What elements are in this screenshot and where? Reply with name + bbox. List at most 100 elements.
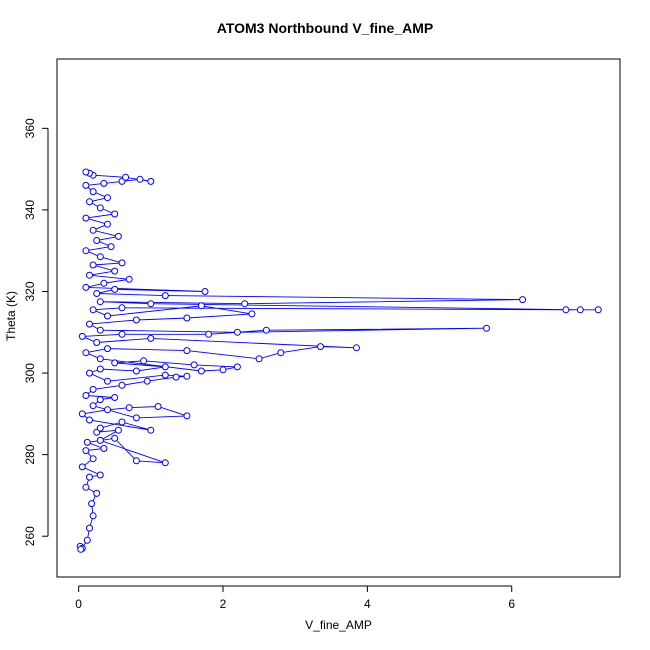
data-point [96, 204, 104, 212]
data-point [82, 349, 90, 357]
data-point [111, 210, 119, 218]
data-point [83, 536, 91, 544]
data-point [118, 418, 126, 426]
data-point [89, 402, 97, 410]
data-point [125, 275, 133, 283]
data-point [111, 434, 119, 442]
data-point [93, 489, 101, 497]
data-point [594, 306, 602, 314]
data-point [147, 300, 155, 308]
data-point [96, 471, 104, 479]
data-point [233, 328, 241, 336]
data-point [233, 363, 241, 371]
data-point [88, 500, 96, 508]
data-point [77, 545, 85, 553]
data-point [86, 416, 93, 424]
data-point [82, 283, 90, 291]
data-point [89, 385, 97, 393]
data-point [104, 220, 111, 228]
x-tick-label: 4 [364, 597, 371, 611]
data-point [86, 271, 93, 279]
data-point [118, 304, 126, 312]
data-point [107, 243, 115, 251]
data-point [277, 349, 285, 357]
data-point [78, 410, 86, 418]
data-point [118, 381, 126, 389]
data-point [104, 194, 111, 202]
y-tick-label: 260 [23, 526, 37, 546]
data-point [104, 345, 111, 353]
chart-title: ATOM3 Northbound V_fine_AMP [216, 20, 434, 36]
data-point [147, 426, 155, 434]
data-point [205, 330, 213, 338]
data-point [132, 457, 140, 465]
data-point [147, 334, 155, 342]
data-point [82, 392, 90, 399]
data-point [154, 403, 162, 410]
data-point [161, 371, 169, 379]
data-point [132, 414, 140, 422]
data-point [96, 436, 104, 444]
data-point [100, 445, 108, 452]
data-point [262, 326, 270, 334]
data-point [241, 300, 249, 308]
data-point [100, 279, 108, 287]
data-point [143, 377, 151, 385]
data-point [147, 177, 155, 185]
data-point [86, 198, 93, 206]
y-tick-label: 320 [23, 281, 37, 301]
series-path [79, 171, 599, 550]
data-point [86, 320, 93, 328]
data-point [161, 363, 169, 371]
data-point [118, 330, 126, 338]
data-point [89, 226, 97, 234]
data-point [161, 292, 169, 300]
data-point [136, 175, 144, 183]
data-point [519, 296, 527, 304]
data-point [197, 367, 205, 375]
data-point [93, 290, 101, 297]
data-point [219, 366, 227, 374]
data-point [562, 306, 570, 314]
data-point [353, 344, 360, 352]
data-point [104, 406, 111, 414]
y-tick-label: 340 [23, 200, 37, 220]
data-point [89, 512, 97, 520]
data-point [197, 302, 205, 310]
data-point [201, 288, 209, 295]
data-point [93, 339, 101, 346]
x-tick-label: 0 [75, 597, 82, 611]
data-point [114, 232, 122, 240]
data-point [82, 214, 90, 222]
data-point [183, 372, 191, 380]
data-point [111, 267, 119, 275]
data-point [317, 343, 324, 351]
data-point [132, 367, 140, 375]
series-line [79, 171, 599, 550]
x-axis-label: V_fine_AMP [305, 618, 372, 632]
data-point [86, 473, 93, 481]
data-point [82, 168, 90, 176]
data-point [96, 424, 104, 432]
y-axis: 260 280 300 320 340 360 [23, 118, 49, 546]
plot-frame [56, 58, 621, 578]
data-point [96, 396, 104, 404]
data-point [89, 261, 97, 269]
data-point [140, 357, 148, 365]
data-point [78, 463, 86, 471]
data-point [96, 355, 104, 363]
data-point [89, 188, 97, 196]
data-point [82, 181, 90, 189]
data-point [86, 369, 93, 377]
data-point [96, 365, 104, 373]
data-point [89, 455, 97, 463]
data-point [93, 237, 101, 244]
data-point [576, 306, 584, 314]
series-points [76, 168, 602, 553]
data-point [132, 316, 140, 324]
data-point [183, 412, 191, 420]
data-point [82, 247, 90, 255]
y-tick-label: 280 [23, 444, 37, 464]
data-point [96, 253, 104, 261]
